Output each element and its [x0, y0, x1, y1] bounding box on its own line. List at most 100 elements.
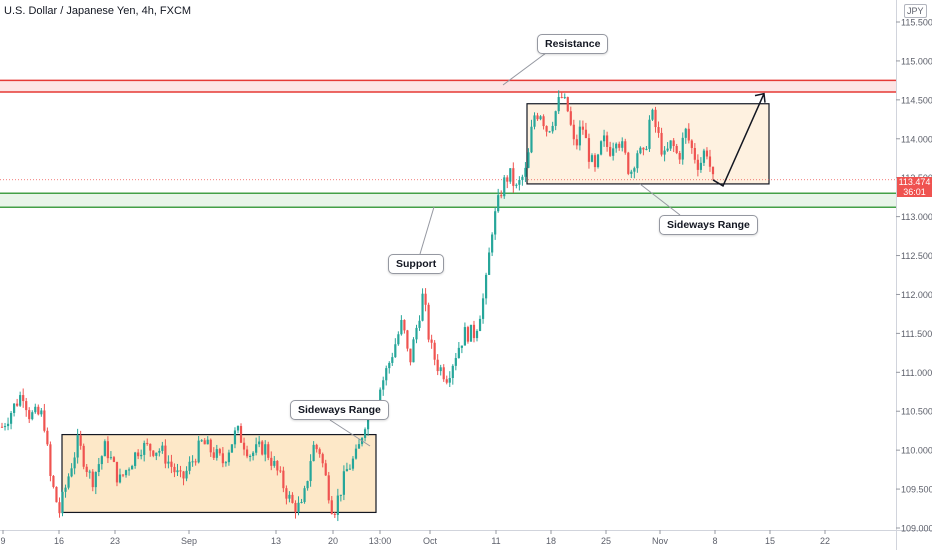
candle-body — [515, 184, 518, 186]
candle-body — [306, 481, 309, 489]
candle-body — [445, 379, 448, 383]
candle-body — [533, 115, 536, 127]
candle-body — [521, 176, 524, 181]
candle-body — [624, 141, 627, 153]
candle-body — [242, 442, 246, 450]
candle-body — [248, 456, 252, 458]
candle-body — [391, 357, 394, 363]
candle-body — [85, 466, 88, 473]
candle-body — [194, 461, 197, 463]
resistance-zone — [0, 80, 896, 93]
candle-body — [442, 367, 445, 380]
candle-body — [348, 468, 352, 470]
candle-body — [590, 155, 594, 162]
y-tick-label: 115.500 — [901, 18, 932, 28]
candle-body — [224, 462, 227, 464]
candle-body — [49, 444, 52, 476]
candle-body — [191, 461, 194, 463]
candle-body — [578, 126, 581, 146]
candle-body — [409, 348, 412, 363]
resistance-callout[interactable]: Resistance — [537, 34, 609, 54]
candle-body — [599, 141, 603, 155]
candle-body — [666, 148, 669, 151]
candle-body — [321, 454, 324, 464]
candle-body — [539, 116, 542, 120]
candle-body — [587, 138, 591, 162]
candle-body — [19, 395, 22, 406]
candle-body — [684, 128, 687, 138]
candle-body — [678, 152, 681, 160]
candle-body — [457, 347, 460, 359]
x-tick-label: 22 — [820, 536, 830, 546]
sideways-range-box-2 — [526, 103, 770, 185]
candle-body — [279, 470, 282, 472]
sideways-range-callout-1[interactable]: Sideways Range — [290, 400, 389, 420]
candle-body — [421, 293, 424, 321]
candle-body — [512, 168, 515, 186]
x-tick-label: Nov — [652, 536, 669, 546]
candle-body — [233, 430, 237, 445]
candle-body — [699, 162, 702, 170]
candle-body — [418, 320, 421, 328]
candle-body — [130, 465, 134, 470]
candle-body — [76, 435, 79, 458]
currency-label[interactable]: JPY — [904, 4, 927, 18]
candle-body — [651, 109, 654, 120]
candle-body — [524, 167, 527, 177]
candle-body — [424, 293, 427, 305]
y-tick-label: 109.000 — [901, 524, 932, 534]
candle-body — [660, 132, 663, 155]
support-zone — [0, 193, 896, 208]
candle-body — [427, 304, 430, 340]
candle-body — [155, 452, 158, 456]
y-tick-label: 111.500 — [901, 329, 932, 339]
candle-body — [31, 412, 34, 420]
candle-body — [451, 365, 454, 379]
candle-body — [584, 129, 588, 139]
candle-body — [478, 318, 482, 331]
candle-body — [345, 469, 349, 472]
candle-body — [436, 359, 439, 372]
candle-body — [639, 147, 642, 154]
candle-body — [209, 439, 212, 453]
candle-body — [663, 150, 666, 155]
candle-body — [454, 358, 457, 366]
candle-body — [494, 211, 497, 235]
candle-body — [291, 494, 294, 503]
candle-body — [258, 441, 261, 445]
y-tick-label: 115.000 — [901, 56, 932, 66]
x-tick-label: 25 — [601, 536, 611, 546]
candle-body — [566, 97, 569, 112]
candle-body — [112, 457, 116, 462]
candle-body — [506, 177, 509, 182]
support-callout[interactable]: Support — [388, 254, 445, 274]
candle-body — [593, 155, 597, 168]
candle-body — [137, 452, 140, 457]
candle-body — [37, 406, 40, 415]
candle-body — [28, 410, 31, 420]
candle-body — [675, 145, 678, 153]
candle-body — [73, 457, 76, 469]
candle-body — [9, 412, 13, 424]
candle-body — [61, 491, 64, 514]
candle-body — [170, 461, 173, 467]
y-tick-label: 112.500 — [901, 251, 932, 261]
sideways-range-callout-2[interactable]: Sideways Range — [659, 215, 758, 235]
candle-body — [327, 475, 330, 501]
candle-body — [542, 116, 545, 127]
candle-body — [152, 450, 155, 456]
candle-body — [230, 444, 234, 453]
candle-body — [711, 166, 715, 175]
candle-body — [200, 440, 203, 442]
candle-body — [394, 344, 397, 358]
candle-body — [221, 453, 224, 464]
candle-body — [654, 109, 657, 128]
candle-body — [702, 150, 706, 163]
candle-body — [669, 140, 672, 149]
candle-body — [351, 458, 355, 469]
candle-body — [609, 146, 612, 156]
candle-body — [330, 500, 333, 514]
candle-body — [146, 442, 149, 444]
